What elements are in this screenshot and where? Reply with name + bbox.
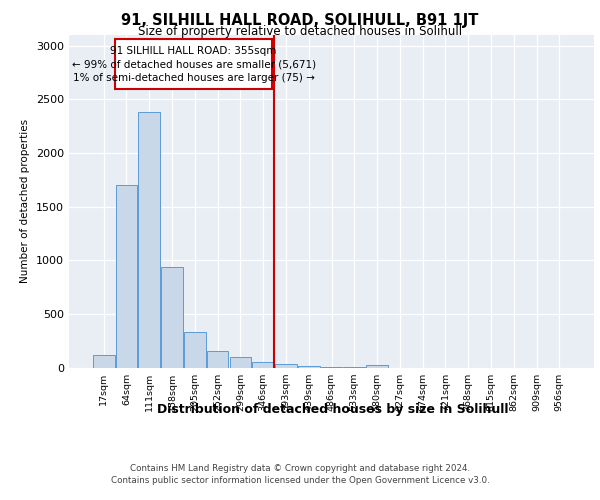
Bar <box>366 366 388 368</box>
Bar <box>139 112 160 368</box>
Bar <box>343 367 365 368</box>
Text: Contains public sector information licensed under the Open Government Licence v3: Contains public sector information licen… <box>110 476 490 485</box>
Bar <box>116 185 137 368</box>
Text: 91, SILHILL HALL ROAD, SOLIHULL, B91 1JT: 91, SILHILL HALL ROAD, SOLIHULL, B91 1JT <box>121 12 479 28</box>
Text: Distribution of detached houses by size in Solihull: Distribution of detached houses by size … <box>157 402 509 415</box>
Text: 91 SILHILL HALL ROAD: 355sqm: 91 SILHILL HALL ROAD: 355sqm <box>110 46 277 56</box>
Text: 1% of semi-detached houses are larger (75) →: 1% of semi-detached houses are larger (7… <box>73 73 314 83</box>
Bar <box>93 354 115 368</box>
Bar <box>275 364 297 368</box>
Text: ← 99% of detached houses are smaller (5,671): ← 99% of detached houses are smaller (5,… <box>71 60 316 70</box>
Bar <box>253 362 274 368</box>
Text: Contains HM Land Registry data © Crown copyright and database right 2024.: Contains HM Land Registry data © Crown c… <box>130 464 470 473</box>
Bar <box>184 332 206 368</box>
Bar <box>207 351 229 368</box>
Bar <box>298 366 320 368</box>
Bar <box>320 366 343 368</box>
Bar <box>230 357 251 368</box>
Y-axis label: Number of detached properties: Number of detached properties <box>20 119 31 284</box>
FancyBboxPatch shape <box>115 40 272 88</box>
Text: Size of property relative to detached houses in Solihull: Size of property relative to detached ho… <box>138 25 462 38</box>
Bar <box>161 266 183 368</box>
